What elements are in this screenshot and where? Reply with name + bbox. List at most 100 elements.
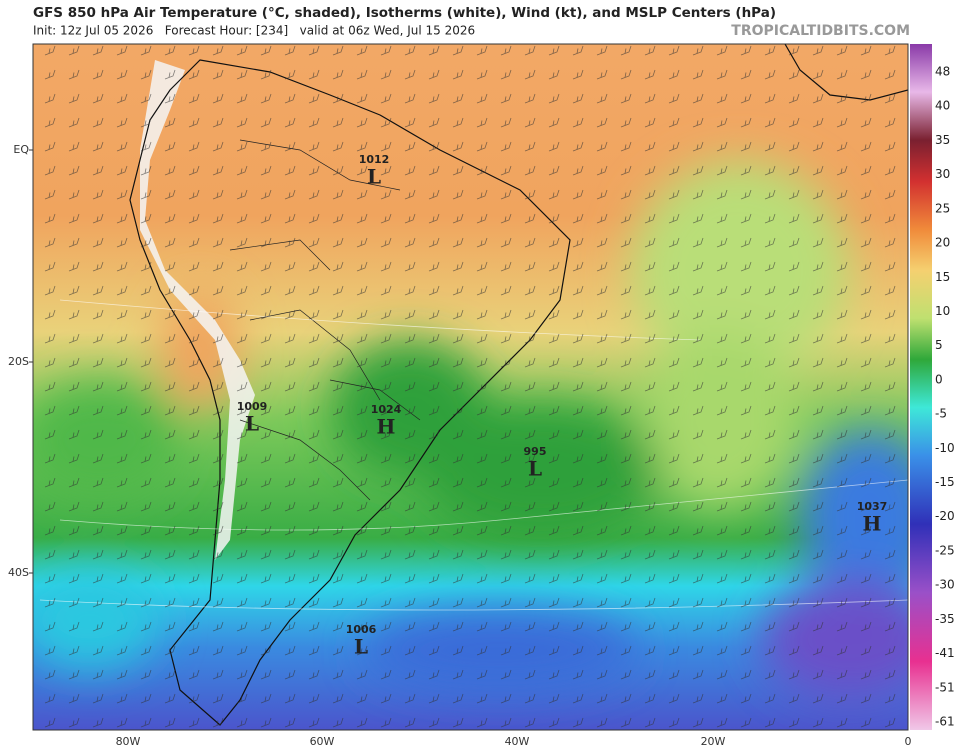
wind-barb (692, 69, 704, 80)
wind-barb (452, 285, 464, 296)
wind-barb (164, 477, 176, 488)
wind-barb (428, 717, 440, 728)
wind-barb (164, 309, 176, 320)
wind-barb (188, 309, 200, 320)
wind-barb (860, 477, 872, 488)
wind-barb (836, 525, 848, 536)
wind-barb (572, 213, 584, 224)
wind-barb (836, 693, 848, 704)
wind-barb (524, 669, 536, 680)
wind-barb (740, 309, 752, 320)
wind-barb (212, 237, 224, 248)
wind-barb (212, 213, 224, 224)
wind-barb (500, 573, 512, 584)
wind-barb (188, 525, 200, 536)
wind-barb (260, 525, 272, 536)
wind-barb (596, 333, 608, 344)
wind-barb (308, 645, 320, 656)
wind-barb (500, 597, 512, 608)
wind-barb (860, 597, 872, 608)
wind-barb (764, 357, 776, 368)
wind-barb (788, 333, 800, 344)
wind-barb (548, 93, 560, 104)
wind-barb (620, 573, 632, 584)
wind-barb (476, 381, 488, 392)
wind-barb (620, 597, 632, 608)
wind-barb (284, 357, 296, 368)
wind-barb (452, 573, 464, 584)
wind-barb (260, 453, 272, 464)
wind-barb (500, 645, 512, 656)
wind-barb (668, 261, 680, 272)
wind-barb (236, 261, 248, 272)
wind-barb (164, 381, 176, 392)
wind-barb (644, 525, 656, 536)
wind-barb (716, 333, 728, 344)
wind-barb (716, 69, 728, 80)
wind-barb (68, 261, 80, 272)
wind-barb (308, 597, 320, 608)
wind-barb (764, 501, 776, 512)
wind-barb (740, 453, 752, 464)
wind-barb (44, 357, 56, 368)
wind-barb (332, 117, 344, 128)
wind-barb (836, 573, 848, 584)
wind-barb (380, 549, 392, 560)
wind-barb (236, 141, 248, 152)
wind-barb (116, 93, 128, 104)
wind-barb (668, 645, 680, 656)
wind-barb (188, 453, 200, 464)
wind-barb (332, 45, 344, 56)
wind-barb (164, 405, 176, 416)
wind-barb (404, 309, 416, 320)
wind-barb (188, 549, 200, 560)
wind-barb (308, 573, 320, 584)
wind-barb (500, 69, 512, 80)
wind-barb (308, 549, 320, 560)
wind-barb (764, 333, 776, 344)
wind-barb (236, 213, 248, 224)
wind-barb (812, 381, 824, 392)
wind-barb (404, 621, 416, 632)
wind-barb (884, 69, 896, 80)
wind-barb (692, 309, 704, 320)
wind-barb (524, 477, 536, 488)
wind-barb (164, 525, 176, 536)
wind-barb (188, 45, 200, 56)
wind-barb (332, 405, 344, 416)
wind-barb (836, 621, 848, 632)
wind-barb (164, 645, 176, 656)
wind-barb (548, 237, 560, 248)
wind-barb (68, 573, 80, 584)
wind-barb (524, 237, 536, 248)
wind-barb (476, 309, 488, 320)
wind-barb (548, 693, 560, 704)
wind-barb (524, 93, 536, 104)
wind-barb (788, 141, 800, 152)
wind-barb (92, 573, 104, 584)
wind-barb (164, 213, 176, 224)
wind-barb (236, 717, 248, 728)
wind-barb (188, 189, 200, 200)
wind-barb (812, 285, 824, 296)
wind-barb (44, 549, 56, 560)
wind-barb (884, 141, 896, 152)
wind-barb (68, 477, 80, 488)
wind-barb (524, 693, 536, 704)
wind-barb (308, 117, 320, 128)
wind-barb (644, 621, 656, 632)
wind-barb (836, 213, 848, 224)
wind-barb (668, 453, 680, 464)
wind-barb (140, 477, 152, 488)
wind-barb (44, 381, 56, 392)
wind-barb (116, 117, 128, 128)
wind-barb (212, 501, 224, 512)
wind-barb (212, 45, 224, 56)
wind-barb (860, 693, 872, 704)
wind-barb (356, 693, 368, 704)
wind-barb (524, 597, 536, 608)
wind-barb (140, 141, 152, 152)
wind-barb (188, 621, 200, 632)
wind-barb (812, 357, 824, 368)
wind-barb (596, 261, 608, 272)
